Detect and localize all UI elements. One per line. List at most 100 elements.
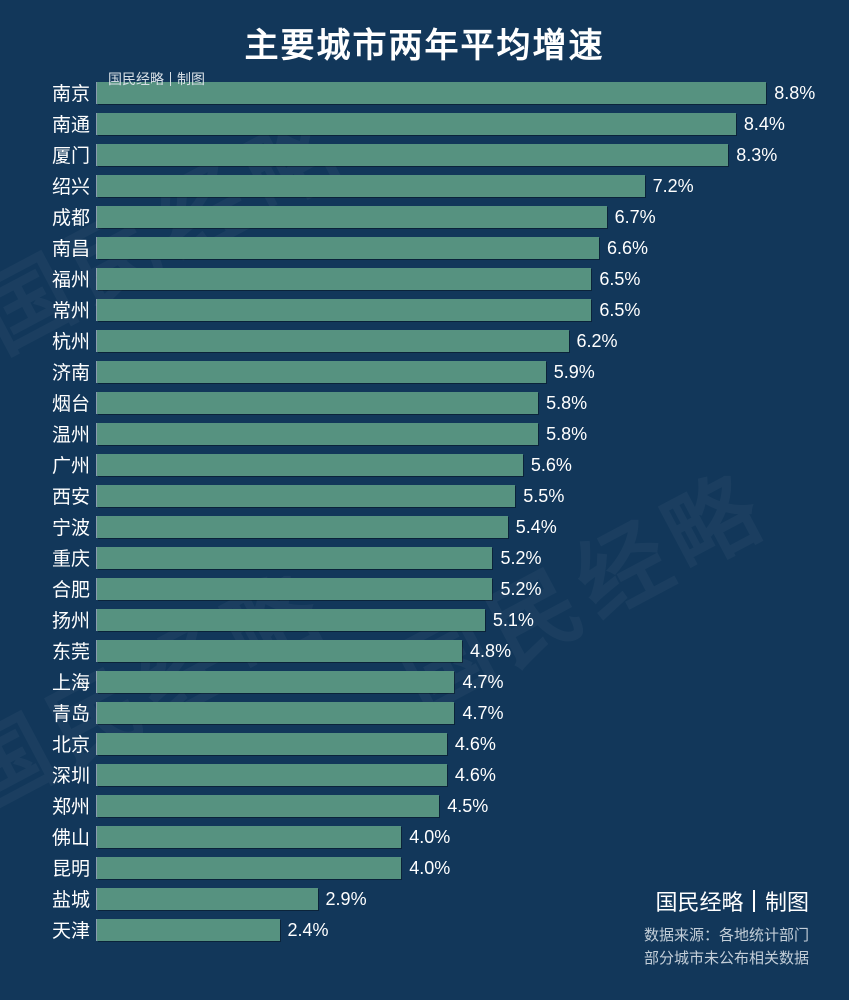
bar: [97, 640, 462, 662]
attribution-main: 国民经略 制图: [644, 885, 809, 917]
value-label: 4.6%: [447, 764, 496, 786]
bar: [97, 423, 538, 445]
city-label: 郑州: [40, 792, 96, 819]
value-label: 5.2%: [492, 578, 541, 600]
chart-row: 厦门8.3%: [40, 139, 809, 170]
bar-area: 6.7%: [96, 206, 809, 228]
bar: [97, 175, 645, 197]
bar: [97, 206, 607, 228]
chart-row: 重庆5.2%: [40, 542, 809, 573]
chart-row: 福州6.5%: [40, 263, 809, 294]
value-label: 6.2%: [569, 330, 618, 352]
city-label: 合肥: [40, 575, 96, 602]
chart-row: 昆明 4.0%: [40, 852, 809, 883]
chart-row: 成都 6.7%: [40, 201, 809, 232]
city-label: 成都: [40, 203, 96, 230]
attribution-divider: [753, 890, 755, 912]
city-label: 济南: [40, 358, 96, 385]
value-label: 5.4%: [508, 516, 557, 538]
bar-area: 5.4%: [96, 516, 809, 538]
bar: [97, 113, 736, 135]
city-label: 南京: [40, 79, 96, 106]
inline-watermark: 国民经略 制图: [108, 69, 205, 89]
bar-area: 6.6%: [96, 237, 809, 259]
chart-row: 温州5.8%: [40, 418, 809, 449]
city-label: 南昌: [40, 234, 96, 261]
value-label: 6.5%: [591, 268, 640, 290]
value-label: 4.8%: [462, 640, 511, 662]
bar-area: 5.2%: [96, 578, 809, 600]
bar-area: 7.2%: [96, 175, 809, 197]
bar-chart: 南京8.8%南通8.4%厦门8.3%绍兴7.2%成都6.7%南昌6.6%福州6.…: [0, 77, 849, 945]
attribution-source-2: 部分城市未公布相关数据: [644, 948, 809, 971]
city-label: 烟台: [40, 389, 96, 416]
value-label: 8.4%: [736, 113, 785, 135]
chart-row: 南昌6.6%: [40, 232, 809, 263]
value-label: 4.7%: [454, 671, 503, 693]
city-label: 天津: [40, 916, 96, 943]
bar: [97, 392, 538, 414]
chart-row: 扬州5.1%: [40, 604, 809, 635]
bar-area: 4.0%: [96, 826, 809, 848]
value-label: 4.0%: [401, 857, 450, 879]
value-label: 2.4%: [280, 919, 329, 941]
chart-row: 北京4.6%: [40, 728, 809, 759]
chart-row: 青岛4.7%: [40, 697, 809, 728]
bar-area: 6.5%: [96, 268, 809, 290]
bar-area: 6.2%: [96, 330, 809, 352]
chart-row: 广州5.6%: [40, 449, 809, 480]
bar: [97, 516, 508, 538]
bar-area: 8.4%: [96, 113, 809, 135]
value-label: 2.9%: [318, 888, 367, 910]
value-label: 5.5%: [515, 485, 564, 507]
value-label: 5.9%: [546, 361, 595, 383]
bar: [97, 733, 447, 755]
bar: [97, 888, 318, 910]
city-label: 宁波: [40, 513, 96, 540]
chart-row: 宁波 5.4%: [40, 511, 809, 542]
bar-area: 4.7%: [96, 671, 809, 693]
bar: [97, 702, 454, 724]
value-label: 4.5%: [439, 795, 488, 817]
attribution-source-1: 数据来源：各地统计部门: [644, 925, 809, 948]
value-label: 7.2%: [645, 175, 694, 197]
bar-area: 4.6%: [96, 733, 809, 755]
bar-area: 4.7%: [96, 702, 809, 724]
bar-area: 5.8%: [96, 392, 809, 414]
city-label: 扬州: [40, 606, 96, 633]
value-label: 8.8%: [766, 82, 815, 104]
city-label: 青岛: [40, 699, 96, 726]
city-label: 昆明: [40, 854, 96, 881]
bar: [97, 609, 485, 631]
bar: [97, 578, 492, 600]
bar: [97, 144, 728, 166]
bar-area: 5.8%: [96, 423, 809, 445]
chart-title: 主要城市两年平均增速: [0, 0, 849, 77]
bar: [97, 547, 492, 569]
chart-row: 东莞 4.8%: [40, 635, 809, 666]
bar: [97, 299, 591, 321]
city-label: 东莞: [40, 637, 96, 664]
bar-area: 4.6%: [96, 764, 809, 786]
bar: [97, 826, 401, 848]
value-label: 8.3%: [728, 144, 777, 166]
bar-area: 4.8%: [96, 640, 809, 662]
chart-row: 西安5.5%: [40, 480, 809, 511]
attribution-action: 制图: [765, 885, 809, 917]
city-label: 佛山: [40, 823, 96, 850]
value-label: 6.7%: [607, 206, 656, 228]
bar-area: 5.1%: [96, 609, 809, 631]
value-label: 5.6%: [523, 454, 572, 476]
attribution-brand: 国民经略: [655, 885, 743, 917]
bar: [97, 919, 280, 941]
watermark-action: 制图: [177, 69, 205, 89]
watermark-divider: [170, 72, 171, 86]
chart-row: 杭州6.2%: [40, 325, 809, 356]
value-label: 5.8%: [538, 392, 587, 414]
chart-row: 郑州 4.5%: [40, 790, 809, 821]
chart-row: 常州6.5%: [40, 294, 809, 325]
chart-row: 合肥 5.2%: [40, 573, 809, 604]
chart-row: 深圳4.6%: [40, 759, 809, 790]
value-label: 5.2%: [492, 547, 541, 569]
bar: [97, 795, 439, 817]
